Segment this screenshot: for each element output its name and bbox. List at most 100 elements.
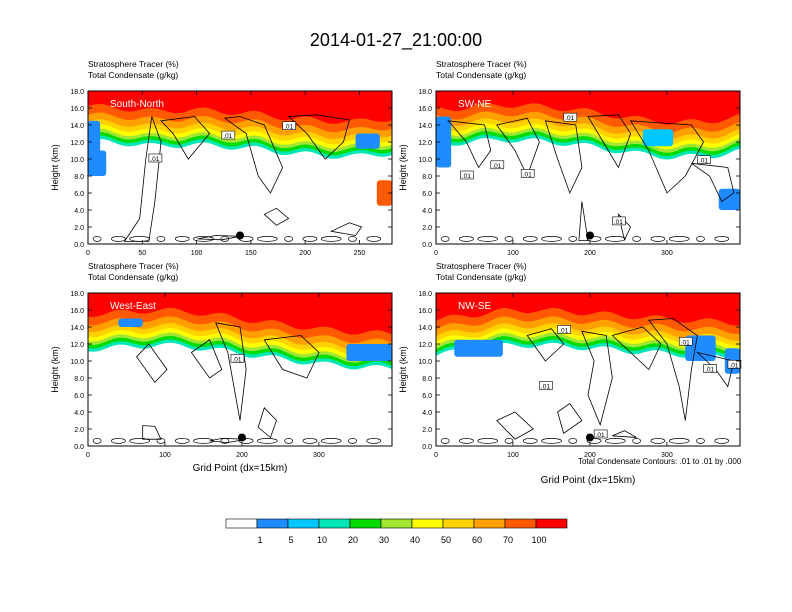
x-tick-label: 0 (86, 452, 90, 459)
condensate-contour (440, 236, 450, 242)
condensate-contour (629, 120, 704, 194)
tracer-patch (118, 318, 143, 327)
contour-label-box (703, 364, 717, 373)
colorbar-swatch (380, 518, 413, 529)
contour-label: .01 (232, 356, 241, 363)
y-tick-label: 0.0 (74, 242, 84, 249)
contour-label-box (221, 130, 236, 140)
y-tick-label: 2.0 (422, 225, 432, 232)
contour-label: .01 (681, 339, 690, 346)
condensate-contour (459, 236, 474, 242)
contour-label: .01 (729, 362, 738, 369)
y-tick-label: 4.0 (74, 410, 84, 417)
x-axis-label-left: Grid Point (dx=15km) (193, 463, 288, 474)
y-tick-label: 14.0 (70, 325, 84, 332)
colorbar-label: 1 (257, 535, 262, 545)
plot-frame (435, 90, 741, 245)
tracer-band-100 (88, 91, 392, 119)
y-tick-label: 12.0 (70, 342, 84, 349)
colorbar-swatch (442, 518, 475, 529)
colorbar-label: 60 (472, 535, 482, 545)
tracer-patch (436, 116, 452, 168)
colorbar-swatch (411, 518, 444, 529)
condensate-contour (650, 438, 666, 444)
colorbar-swatch (349, 518, 382, 529)
y-tick-label: 4.0 (422, 208, 432, 215)
section-label: NW-SE (458, 301, 491, 312)
condensate-contour (522, 236, 538, 242)
contour-note: Total Condensate Contours: .01 to .01 by… (578, 457, 742, 466)
condensate-contour (496, 411, 534, 440)
y-tick-label: 16.0 (418, 308, 432, 315)
colorbar-label: 70 (503, 535, 513, 545)
location-marker (236, 231, 244, 240)
condensate-contour (263, 207, 290, 226)
tracer-label: Stratosphere Tracer (%) (436, 59, 527, 69)
condensate-contour (605, 438, 626, 444)
y-tick-label: 10.0 (418, 157, 432, 164)
condensate-contour (714, 438, 730, 444)
contour-label-box (593, 429, 608, 439)
condensate-contour (459, 438, 474, 444)
panel-south-north: .01 .01 .01 South-North Stratosphere Tracer … (50, 59, 393, 257)
contour-label-box (678, 336, 693, 346)
contour-label: .01 (705, 367, 714, 374)
condensate-contour (257, 407, 277, 439)
contour-label-box (539, 381, 553, 390)
colorbar-label: 100 (531, 535, 546, 545)
condensate-contour (329, 222, 363, 236)
colorbar-swatch (256, 518, 289, 529)
y-tick-label: 0.0 (422, 242, 432, 249)
condensate-contour (496, 117, 540, 178)
condensate-contour (156, 236, 166, 242)
condensate-contour (691, 162, 735, 203)
contour-label-box (282, 121, 296, 130)
condensate-contour (129, 438, 151, 444)
condensate-contour (220, 438, 230, 444)
colorbar-label: 50 (441, 535, 451, 545)
y-axis-label: Height (km) (398, 346, 408, 393)
y-tick-label: 8.0 (422, 376, 432, 383)
contour-label: .01 (699, 158, 708, 165)
condensate-contour (696, 236, 705, 242)
x-tick-label: 100 (507, 250, 519, 257)
x-tick-label: 200 (584, 250, 596, 257)
y-tick-label: 4.0 (74, 208, 84, 215)
condensate-contour (611, 326, 662, 371)
tracer-patch (718, 188, 740, 210)
condensate-label: Total Condensate (g/kg) (88, 70, 178, 80)
y-axis-label: Height (km) (50, 346, 60, 393)
y-tick-label: 10.0 (70, 157, 84, 164)
condensate-contour (193, 236, 214, 242)
x-tick-label: 200 (236, 452, 248, 459)
y-tick-label: 18.0 (418, 89, 432, 96)
condensate-contour (668, 438, 690, 444)
condensate-contour (348, 438, 357, 444)
contour-label-box (520, 169, 535, 178)
y-tick-label: 10.0 (418, 359, 432, 366)
y-tick-label: 6.0 (74, 393, 84, 400)
condensate-contour (714, 236, 730, 242)
contour-label: .01 (559, 327, 568, 334)
colorbar-label: 5 (288, 535, 293, 545)
colorbar-swatch (287, 518, 320, 529)
tracer-label: Stratosphere Tracer (%) (88, 261, 179, 271)
location-marker (237, 433, 246, 442)
condensate-contour (129, 236, 151, 242)
contour-label: .01 (150, 156, 159, 163)
condensate-contour (557, 402, 583, 434)
colorbar-swatch (473, 518, 506, 529)
condensate-contour (111, 236, 126, 242)
colorbar-swatch (318, 518, 351, 529)
condensate-contour (526, 328, 565, 362)
condensate-contour (366, 438, 382, 444)
condensate-contour (123, 116, 162, 242)
condensate-contour (696, 351, 735, 388)
condensate-contour (522, 438, 538, 444)
condensate-contour (504, 236, 514, 242)
condensate-contour (320, 438, 342, 444)
x-tick-label: 50 (138, 250, 146, 257)
contour-label-box (460, 170, 474, 180)
colorbar-swatch (225, 518, 258, 529)
y-tick-label: 10.0 (70, 359, 84, 366)
